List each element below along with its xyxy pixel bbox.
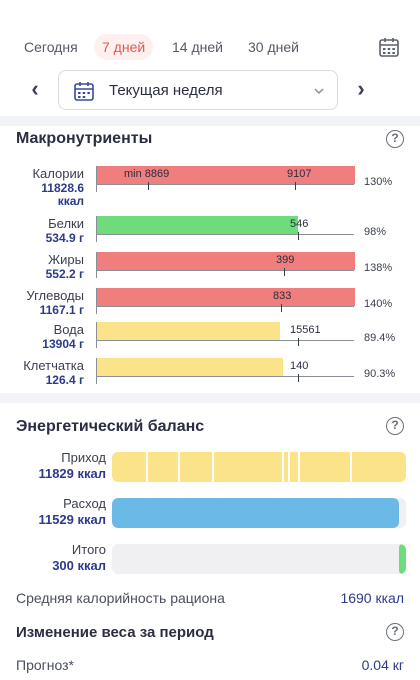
macro-percent: 138%: [364, 262, 393, 274]
energy-row-total: Итого 300 ккал: [0, 542, 420, 576]
macro-track: [96, 340, 354, 341]
macro-percent: 130%: [364, 176, 393, 188]
period-tabs: Сегодня 7 дней 14 дней 30 дней: [14, 34, 406, 60]
macro-name: Белки: [48, 216, 84, 231]
avg-calorie-row: Средняя калорийность рациона 1690 ккал: [16, 590, 404, 606]
macro-value: 11828.6: [41, 181, 84, 195]
macro-target-label: 15561: [290, 324, 321, 336]
forecast-value: 0.04 кг: [361, 657, 404, 673]
macro-axis: [96, 252, 97, 278]
macro-target-tick: [284, 268, 285, 276]
macro-min-tick: [148, 182, 149, 190]
forecast-label: Прогноз*: [16, 657, 74, 673]
macro-bar: [97, 288, 355, 306]
divider: [0, 116, 420, 126]
macro-name: Калории: [32, 166, 84, 181]
macro-value: 534.9 г: [45, 231, 84, 245]
help-icon[interactable]: ?: [386, 130, 404, 148]
macro-bar: [97, 216, 298, 234]
energy-row-label: Приход: [61, 450, 106, 465]
macro-axis: [96, 358, 97, 384]
energy-row-expense: Расход 11529 ккал: [0, 496, 420, 530]
energy-title: Энергетический баланс: [16, 418, 205, 435]
prev-week-button[interactable]: ‹: [31, 76, 39, 101]
macro-row: Белки 534.9 г 546 98%: [0, 216, 420, 256]
help-icon[interactable]: ?: [386, 417, 404, 435]
avg-calorie-label: Средняя калорийность рациона: [16, 590, 225, 606]
macro-row: Углеводы 1167.1 г 833 140%: [0, 288, 420, 328]
macros-title: Макронутриенты: [16, 130, 153, 147]
macro-value: 13904 г: [42, 337, 84, 351]
macro-target-label: 399: [276, 254, 295, 266]
macro-percent: 98%: [364, 226, 387, 238]
weight-change-title: Изменение веса за период: [16, 624, 214, 641]
forecast-row: Прогноз* 0.04 кг: [16, 657, 404, 673]
macro-target-tick: [295, 182, 296, 190]
macro-target-label: 140: [290, 360, 309, 372]
energy-bar-fill: [112, 498, 399, 528]
energy-row-label: Расход: [63, 496, 106, 511]
energy-bar-track: [112, 452, 406, 482]
avg-calorie-value: 1690 ккал: [340, 590, 404, 606]
energy-bar-fill: [399, 544, 406, 574]
week-selector-dropdown[interactable]: Текущая неделя: [58, 70, 338, 110]
calendar-icon[interactable]: [378, 36, 400, 58]
macro-track: [96, 376, 354, 377]
macro-name: Клетчатка: [23, 358, 84, 373]
macro-axis: [96, 288, 97, 314]
tab-today[interactable]: Сегодня: [24, 39, 78, 55]
divider: [0, 393, 420, 403]
macro-percent: 140%: [364, 298, 393, 310]
chevron-down-icon: [313, 84, 325, 96]
energy-bar-track: [112, 498, 406, 528]
macro-name: Жиры: [48, 252, 84, 267]
macro-track: [96, 306, 354, 307]
macro-value: 552.2 г: [45, 267, 84, 281]
macro-axis: [96, 166, 97, 192]
macro-min-label: min 8869: [124, 168, 170, 180]
energy-row-value: 11529 ккал: [38, 512, 106, 527]
macro-track: [96, 184, 354, 185]
energy-bar-fill: [112, 452, 406, 482]
macro-target-tick: [281, 304, 282, 312]
energy-row-value: 300 ккал: [52, 558, 106, 573]
macro-percent: 89.4%: [364, 332, 396, 344]
macro-percent: 90.3%: [364, 368, 396, 380]
next-week-button[interactable]: ›: [357, 76, 365, 101]
macro-row: Клетчатка 126.4 г 140 90.3%: [0, 358, 420, 398]
macro-row: Вода 13904 г 15561 89.4%: [0, 322, 420, 362]
macro-bar: [97, 252, 355, 270]
macro-bar: [97, 358, 283, 376]
macro-target-label: 833: [273, 290, 292, 302]
macro-row: Калории 11828.6 ккал 9107 min 8869 130%: [0, 166, 420, 208]
energy-row-intake: Приход 11829 ккал: [0, 450, 420, 484]
macro-name: Вода: [53, 322, 84, 337]
energy-bar-track: [112, 544, 406, 574]
macro-target-label: 9107: [287, 168, 312, 180]
week-selector-label: Текущая неделя: [109, 82, 223, 99]
macro-axis: [96, 322, 97, 348]
macro-value: 126.4 г: [45, 373, 84, 387]
macro-track: [96, 234, 354, 235]
macro-target-tick: [298, 374, 299, 382]
energy-row-label: Итого: [71, 542, 106, 557]
macro-value: 1167.1 г: [39, 303, 84, 317]
macro-target-label: 546: [290, 218, 309, 230]
energy-row-value: 11829 ккал: [38, 466, 106, 481]
macro-name: Углеводы: [26, 288, 84, 303]
tab-30-days[interactable]: 30 дней: [248, 39, 299, 55]
tab-7-days[interactable]: 7 дней: [94, 34, 154, 60]
macro-bar: [97, 322, 280, 340]
macro-target-tick: [298, 338, 299, 346]
macro-axis: [96, 216, 97, 242]
macro-bar: [97, 166, 355, 184]
help-icon[interactable]: ?: [386, 623, 404, 641]
macro-target-tick: [298, 232, 299, 240]
macro-row: Жиры 552.2 г 399 138%: [0, 252, 420, 292]
macro-value-unit: ккал: [57, 194, 84, 208]
macro-track: [96, 270, 354, 271]
tab-14-days[interactable]: 14 дней: [172, 39, 223, 55]
calendar-icon: [73, 80, 95, 102]
